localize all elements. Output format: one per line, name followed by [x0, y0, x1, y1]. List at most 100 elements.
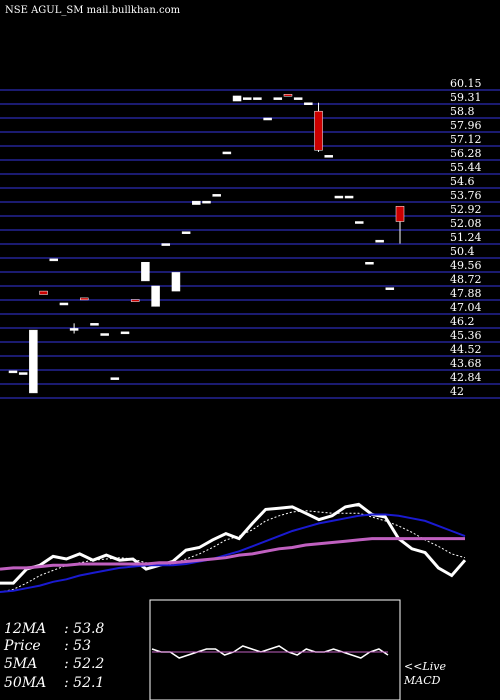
candle [100, 333, 109, 336]
candle-body [80, 297, 89, 301]
candle [293, 97, 303, 100]
y-tick-label: 42.84 [450, 371, 482, 384]
ma-short-line [0, 510, 466, 593]
candle-body [334, 195, 344, 199]
candle [385, 287, 395, 290]
candle [120, 331, 130, 335]
y-tick-label: 46.2 [450, 315, 475, 328]
y-tick-label: 52.92 [450, 203, 482, 216]
candle [324, 155, 333, 158]
info-value-price: : 53 [64, 638, 91, 654]
candle-body [120, 331, 130, 335]
candle-body [110, 377, 120, 380]
candle [141, 261, 150, 282]
candle [212, 194, 221, 197]
candle-body [69, 328, 79, 331]
candle [355, 221, 364, 224]
candle [181, 231, 191, 234]
ma-mid-line [0, 513, 466, 593]
price-line [0, 502, 467, 585]
candle-body [304, 102, 313, 105]
candle-body [8, 370, 18, 374]
macd-label: MACD [403, 674, 441, 687]
candle-body [263, 117, 272, 121]
candle-body [90, 323, 99, 326]
indicator-readout: 12MA : 53.8 Price : 53 5MA : 52.2 50MA :… [3, 621, 104, 691]
info-label-5ma: 5MA [4, 656, 37, 672]
candle-body [192, 200, 201, 205]
macd-line [151, 645, 389, 659]
candle [151, 285, 160, 307]
candle-body [324, 155, 333, 158]
info-value-50ma: : 52.1 [64, 675, 104, 691]
y-tick-label: 47.88 [450, 287, 482, 300]
candle [253, 97, 262, 100]
candle-body [253, 97, 262, 100]
info-label-12ma: 12MA [4, 621, 46, 637]
candle [334, 195, 344, 199]
y-tick-label: 51.24 [450, 231, 482, 244]
candle-body [161, 243, 171, 246]
candle-body [18, 372, 28, 375]
candle-body [202, 200, 211, 204]
candle [110, 377, 120, 380]
candle-body [100, 333, 109, 336]
candle-body [29, 329, 38, 394]
y-tick-label: 47.04 [450, 301, 482, 314]
candle-body [141, 261, 150, 282]
candle [69, 323, 79, 334]
candle [80, 297, 89, 301]
candle-body [273, 97, 283, 100]
y-tick-label: 42 [450, 385, 464, 398]
y-tick-label: 49.56 [450, 259, 482, 272]
candle-body [314, 110, 323, 151]
candle-body [49, 258, 58, 262]
candle [49, 258, 58, 262]
candle [171, 272, 181, 292]
candle-body [395, 205, 405, 222]
price-grid: 60.1559.3158.857.9657.1256.2855.4454.653… [0, 77, 500, 399]
candle [161, 243, 171, 246]
candle [232, 95, 242, 102]
candle-body [355, 221, 364, 224]
y-tick-label: 57.96 [450, 119, 482, 132]
candle [283, 93, 293, 97]
y-tick-label: 43.68 [450, 357, 482, 370]
y-tick-label: 57.12 [450, 133, 482, 146]
candle [59, 302, 69, 306]
y-tick-label: 54.6 [450, 175, 475, 188]
candle [314, 102, 323, 152]
candle-body [151, 285, 160, 307]
chart-title: NSE AGUL_SM mail.bullkhan.com [5, 5, 181, 16]
y-tick-label: 44.52 [450, 343, 482, 356]
y-tick-label: 52.08 [450, 217, 482, 230]
candle-body [212, 194, 221, 197]
candle [273, 97, 283, 100]
candle [344, 195, 354, 199]
y-tick-label: 53.76 [450, 189, 482, 202]
candle-body [171, 272, 181, 292]
y-tick-label: 60.15 [450, 77, 482, 90]
candle [130, 299, 140, 302]
candle [263, 117, 272, 121]
candle [18, 372, 28, 375]
y-tick-label: 50.4 [450, 245, 475, 258]
candle [39, 290, 48, 295]
candle-body [130, 299, 140, 302]
candle-body [242, 97, 252, 100]
y-tick-label: 55.44 [450, 161, 482, 174]
candle [375, 239, 384, 243]
candle [304, 102, 313, 105]
candle-body [283, 93, 293, 97]
candlestick-series [8, 93, 405, 394]
candle [242, 97, 252, 100]
info-label-50ma: 50MA [4, 675, 46, 691]
candle-body [39, 290, 48, 295]
candle [365, 261, 374, 265]
info-value-12ma: : 53.8 [64, 621, 104, 637]
candle [222, 151, 232, 155]
candle [192, 200, 201, 205]
moving-average-panel [0, 502, 467, 593]
